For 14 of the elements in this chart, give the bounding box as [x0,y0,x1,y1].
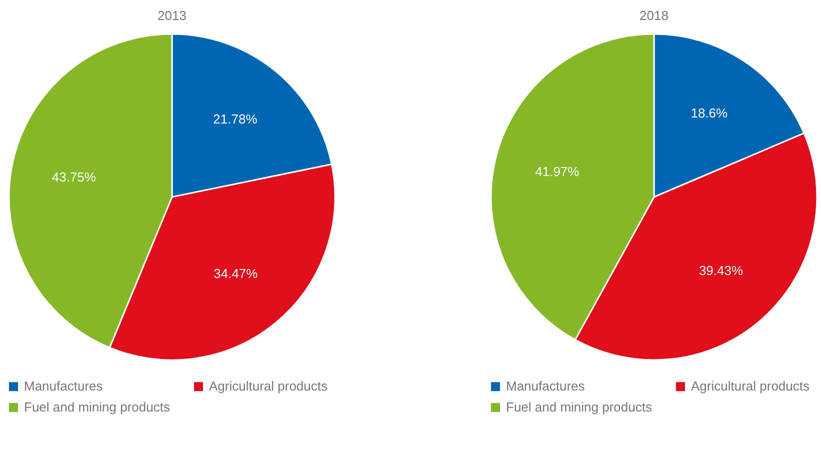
data-label: 43.75% [52,169,96,184]
legend-label: Fuel and mining products [506,400,652,414]
data-label: 41.97% [535,164,580,180]
legend-label: Agricultural products [209,378,328,394]
legend-label: Agricultural products [691,378,810,394]
legend-label: Fuel and mining products [24,400,170,414]
legend-label: Manufactures [506,378,586,394]
chart-title: 2013 [158,8,186,23]
data-label: 39.43% [698,263,744,278]
chart-title: 2018 [640,8,668,23]
legend-label: Manufactures [24,378,104,394]
data-label: 34.47% [214,266,258,282]
data-label: 21.78% [213,112,258,127]
data-label: 18.6% [690,106,728,121]
